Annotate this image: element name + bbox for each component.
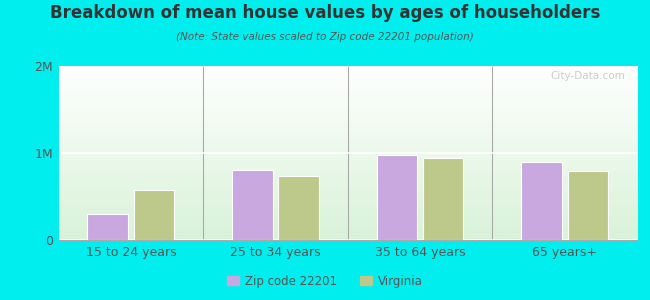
Bar (521, 162, 562, 240)
Text: (Note: State values scaled to Zip code 22201 population): (Note: State values scaled to Zip code 2… (176, 32, 474, 41)
Legend: Zip code 22201, Virginia: Zip code 22201, Virginia (222, 270, 428, 292)
Bar (567, 171, 608, 240)
Bar (87, 214, 128, 240)
Text: City-Data.com: City-Data.com (551, 71, 625, 81)
Bar (376, 155, 417, 240)
Bar (423, 158, 463, 240)
Bar (232, 170, 272, 240)
Bar (134, 190, 174, 240)
Text: Breakdown of mean house values by ages of householders: Breakdown of mean house values by ages o… (50, 4, 600, 22)
Bar (278, 176, 319, 240)
